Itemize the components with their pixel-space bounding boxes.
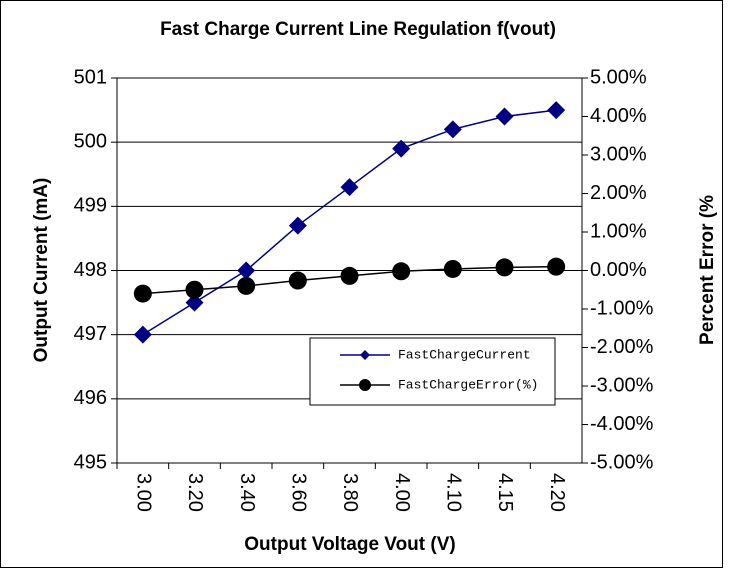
y2-tick-label: -2.00%: [590, 336, 654, 358]
legend-marker: [359, 379, 371, 391]
data-point: [392, 139, 411, 158]
x-axis-label: Output Voltage Vout (V): [244, 534, 455, 555]
y2-tick-label: 2.00%: [590, 182, 647, 204]
x-tick-label: 4.00: [391, 473, 413, 512]
y-tick-label: 495: [74, 451, 107, 473]
legend-marker: [360, 350, 370, 360]
y2-tick-label: 0.00%: [590, 259, 647, 281]
y2-axis-label: Percent Error (%: [697, 195, 718, 345]
data-point: [495, 107, 514, 126]
y2-tick-label: -5.00%: [590, 451, 654, 473]
data-point: [288, 271, 307, 290]
x-tick-label: 4.10: [443, 473, 465, 512]
data-point: [443, 259, 462, 278]
data-point: [340, 266, 359, 285]
data-point: [133, 325, 152, 344]
x-tick-label: 3.20: [184, 473, 206, 512]
data-point: [443, 120, 462, 139]
x-tick-label: 3.40: [236, 473, 258, 512]
y-tick-label: 497: [74, 323, 107, 345]
plot-border: [116, 77, 583, 464]
x-tick-label: 3.80: [339, 473, 361, 512]
y2-tick-label: 4.00%: [590, 105, 647, 127]
x-tick-label: 4.20: [546, 473, 568, 512]
y2-tick-label: 1.00%: [590, 220, 647, 242]
legend-label: FastChargeCurrent: [398, 347, 531, 362]
x-tick-label: 4.15: [494, 473, 516, 512]
y2-tick-label: 3.00%: [590, 143, 647, 165]
data-point: [237, 276, 256, 295]
x-tick-label: 3.60: [288, 473, 310, 512]
data-point: [237, 261, 256, 280]
y2-tick-label: 5.00%: [590, 66, 647, 88]
y2-tick-label: -1.00%: [590, 297, 654, 319]
data-point: [547, 257, 566, 276]
y-tick-label: 498: [74, 259, 107, 281]
legend-box: [309, 337, 556, 406]
y-tick-label: 501: [74, 66, 107, 88]
y-tick-label: 499: [74, 195, 107, 217]
data-point: [547, 101, 566, 120]
y2-tick-label: -3.00%: [590, 374, 654, 396]
y2-tick-label: -4.00%: [590, 413, 654, 435]
data-point: [133, 284, 152, 303]
data-point: [392, 262, 411, 281]
data-point: [495, 258, 514, 277]
data-point: [185, 293, 204, 312]
y-axis-label: Output Current (mA): [31, 178, 52, 363]
data-point: [288, 216, 307, 235]
y-tick-label: 500: [74, 130, 107, 152]
data-point: [340, 178, 359, 197]
y-tick-label: 496: [74, 387, 107, 409]
x-tick-label: 3.00: [133, 473, 155, 512]
data-point: [185, 280, 204, 299]
legend-label: FastChargeError(%): [398, 377, 538, 392]
chart-title: Fast Charge Current Line Regulation f(vo…: [160, 19, 556, 40]
